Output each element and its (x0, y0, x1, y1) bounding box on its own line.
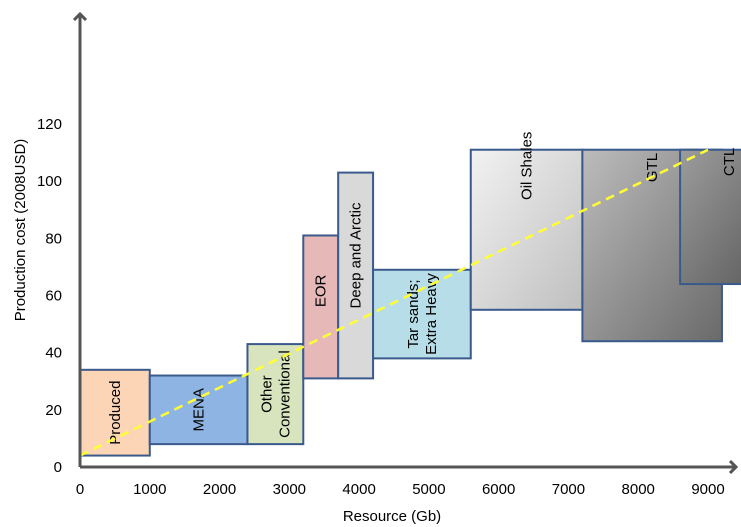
trend-line (79, 148, 709, 457)
x-tick-label: 7000 (552, 481, 585, 498)
y-tick-label: 40 (45, 345, 62, 362)
block-label-ctl: CTL (721, 148, 738, 176)
x-tick-label: 5000 (412, 481, 445, 498)
block-mena (148, 374, 249, 446)
block-ctl (679, 148, 741, 286)
x-tick-label: 0 (76, 481, 84, 498)
x-tick-label: 6000 (482, 481, 515, 498)
block-label-tar-sands-extra-heavy: Tar sands;Extra Heavy (405, 273, 440, 355)
trend-line-layer (79, 148, 709, 457)
block-label-line: Other (258, 375, 275, 413)
block-label-line: Oil Shales (519, 132, 536, 200)
block-deep-and-arctic (337, 171, 375, 380)
x-tick-label: 4000 (342, 481, 375, 498)
block-label-oil-shales: Oil Shales (519, 132, 536, 200)
x-tick-label: 8000 (622, 481, 655, 498)
x-tick-label: 9000 (691, 481, 724, 498)
block-label-produced: Produced (107, 381, 124, 445)
block-label-line: CTL (721, 148, 738, 176)
block-label-line: EOR (313, 275, 330, 308)
axes (80, 14, 736, 467)
block-label-eor: EOR (313, 275, 330, 308)
tick-labels: 0 1000 2000 3000 4000 5000 6000 7000 8000 9000 0 20… (37, 116, 725, 498)
x-tick-label: 2000 (203, 481, 236, 498)
y-tick-label: 60 (45, 288, 62, 305)
y-tick-label: 20 (45, 402, 62, 419)
y-tick-label: 80 (45, 230, 62, 247)
block-label-line: Produced (107, 381, 124, 445)
block-label-other-conventional: OtherConventional (258, 350, 293, 438)
y-axis-title: Production cost (2008USD) (12, 139, 29, 322)
block-label-line: Extra Heavy (423, 273, 440, 355)
x-axis-title: Resource (Gb) (343, 508, 441, 525)
block-label-gtl: GTL (644, 153, 661, 182)
y-tick-label: 0 (54, 459, 62, 476)
block-label-line: GTL (644, 153, 661, 182)
block-label-line: Tar sands; (405, 279, 422, 348)
block-oil-shales (469, 148, 584, 311)
y-tick-label: 100 (37, 173, 62, 190)
block-tar-sands-extra-heavy (372, 268, 472, 360)
block-label-deep-and-arctic: Deep and Arctic (348, 202, 365, 308)
x-tick-label: 1000 (133, 481, 166, 498)
block-label-line: Conventional (276, 350, 293, 438)
block-label-line: Deep and Arctic (348, 202, 365, 308)
x-tick-label: 3000 (273, 481, 306, 498)
y-tick-label: 120 (37, 116, 62, 133)
